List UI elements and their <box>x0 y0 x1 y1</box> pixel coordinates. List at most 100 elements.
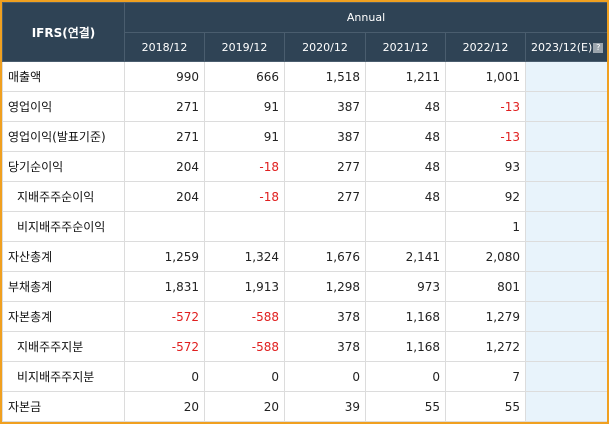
header-period-row: 2018/12 2019/12 2020/12 2021/12 2022/12 … <box>3 32 607 62</box>
table-row: 자본총계 -572 -588 378 1,168 1,279 <box>2 301 607 332</box>
table-body: 매출액 990 666 1,518 1,211 1,001 영업이익 271 91 387 48 -1… <box>2 61 607 422</box>
value-cell: 0 <box>204 361 285 392</box>
table-row: 지배주주순이익 204 -18 277 48 92 <box>2 181 607 212</box>
table-header: IFRS(연결) Annual 2018/12 2019/12 2020/12 … <box>2 2 607 62</box>
estimate-value-cell <box>524 241 607 272</box>
value-cell: 1,279 <box>445 301 526 332</box>
value-cell: 0 <box>284 361 366 392</box>
value-cell: -588 <box>204 301 285 332</box>
estimate-value-cell <box>524 271 607 302</box>
value-cell: 55 <box>445 391 526 422</box>
value-cell: 271 <box>124 91 205 122</box>
table-row: 매출액 990 666 1,518 1,211 1,001 <box>2 61 607 92</box>
row-label: 자본금 <box>2 391 125 422</box>
estimate-value-cell <box>524 391 607 422</box>
period-label: 2023/12(E) <box>531 40 593 54</box>
value-cell: 1,168 <box>365 301 446 332</box>
row-label: 영업이익(발표기준) <box>2 121 125 152</box>
value-cell: 801 <box>445 271 526 302</box>
row-label: 영업이익 <box>2 91 125 122</box>
row-label: 매출액 <box>2 61 125 92</box>
value-cell: 378 <box>284 331 366 362</box>
table-row: 비지배주주지분 0 0 0 0 7 <box>2 361 607 392</box>
value-cell: 204 <box>124 181 205 212</box>
row-label: 자산총계 <box>2 241 125 272</box>
value-cell: -18 <box>204 181 285 212</box>
header-group-row: IFRS(연결) Annual <box>2 2 607 62</box>
row-label: 비지배주주순이익 <box>2 211 125 242</box>
estimate-value-cell <box>524 211 607 242</box>
value-cell: 20 <box>124 391 205 422</box>
estimate-value-cell <box>524 151 607 182</box>
value-cell: 378 <box>284 301 366 332</box>
value-cell: -588 <box>204 331 285 362</box>
value-cell: 387 <box>284 121 366 152</box>
row-label: 지배주주지분 <box>2 331 125 362</box>
help-icon[interactable]: ? <box>593 42 604 53</box>
period-header: 2019/12 <box>204 32 285 62</box>
value-cell: 1,298 <box>284 271 366 302</box>
value-cell: 277 <box>284 151 366 182</box>
row-label: 자본총계 <box>2 301 125 332</box>
value-cell <box>284 211 366 242</box>
table-row: 영업이익 271 91 387 48 -13 <box>2 91 607 122</box>
value-cell: 271 <box>124 121 205 152</box>
value-cell: 2,141 <box>365 241 446 272</box>
period-header: 2022/12 <box>445 32 526 62</box>
value-cell: 1,324 <box>204 241 285 272</box>
row-label: 부채총계 <box>2 271 125 302</box>
ifrs-consolidated-header: IFRS(연결) <box>2 2 125 62</box>
value-cell: -13 <box>445 121 526 152</box>
value-cell: 48 <box>365 121 446 152</box>
period-header: 2018/12 <box>124 32 205 62</box>
table-row: 부채총계 1,831 1,913 1,298 973 801 <box>2 271 607 302</box>
value-cell: 48 <box>365 181 446 212</box>
value-cell: 48 <box>365 91 446 122</box>
value-cell: 92 <box>445 181 526 212</box>
estimate-value-cell <box>524 301 607 332</box>
table-row: 영업이익(발표기준) 271 91 387 48 -13 <box>2 121 607 152</box>
value-cell: 1,913 <box>204 271 285 302</box>
value-cell: -572 <box>124 301 205 332</box>
value-cell <box>204 211 285 242</box>
estimate-value-cell <box>524 361 607 392</box>
table-row: 자산총계 1,259 1,324 1,676 2,141 2,080 <box>2 241 607 272</box>
value-cell: -572 <box>124 331 205 362</box>
value-cell: 20 <box>204 391 285 422</box>
value-cell: 91 <box>204 121 285 152</box>
value-cell: 7 <box>445 361 526 392</box>
value-cell: 277 <box>284 181 366 212</box>
value-cell: 1,676 <box>284 241 366 272</box>
row-label: 지배주주순이익 <box>2 181 125 212</box>
value-cell: 1,001 <box>445 61 526 92</box>
value-cell: 0 <box>124 361 205 392</box>
estimate-value-cell <box>524 331 607 362</box>
period-header: 2020/12 <box>284 32 366 62</box>
value-cell: 1,272 <box>445 331 526 362</box>
value-cell: 0 <box>365 361 446 392</box>
value-cell: 1,211 <box>365 61 446 92</box>
value-cell: 990 <box>124 61 205 92</box>
period-header: 2021/12 <box>365 32 446 62</box>
value-cell <box>365 211 446 242</box>
estimate-value-cell <box>524 181 607 212</box>
estimate-value-cell <box>524 61 607 92</box>
estimate-value-cell <box>524 91 607 122</box>
annual-group-header: Annual <box>123 2 607 33</box>
table-row: 지배주주지분 -572 -588 378 1,168 1,272 <box>2 331 607 362</box>
row-label: 비지배주주지분 <box>2 361 125 392</box>
row-label: 당기순이익 <box>2 151 125 182</box>
value-cell: 1,259 <box>124 241 205 272</box>
value-cell: 387 <box>284 91 366 122</box>
value-cell: 39 <box>284 391 366 422</box>
table-row: 자본금 20 20 39 55 55 <box>2 391 607 422</box>
value-cell <box>124 211 205 242</box>
value-cell: 91 <box>204 91 285 122</box>
value-cell: 1 <box>445 211 526 242</box>
value-cell: 48 <box>365 151 446 182</box>
value-cell: 1,168 <box>365 331 446 362</box>
value-cell: -18 <box>204 151 285 182</box>
estimate-period-header: 2023/12(E)? <box>524 32 607 62</box>
value-cell: 973 <box>365 271 446 302</box>
